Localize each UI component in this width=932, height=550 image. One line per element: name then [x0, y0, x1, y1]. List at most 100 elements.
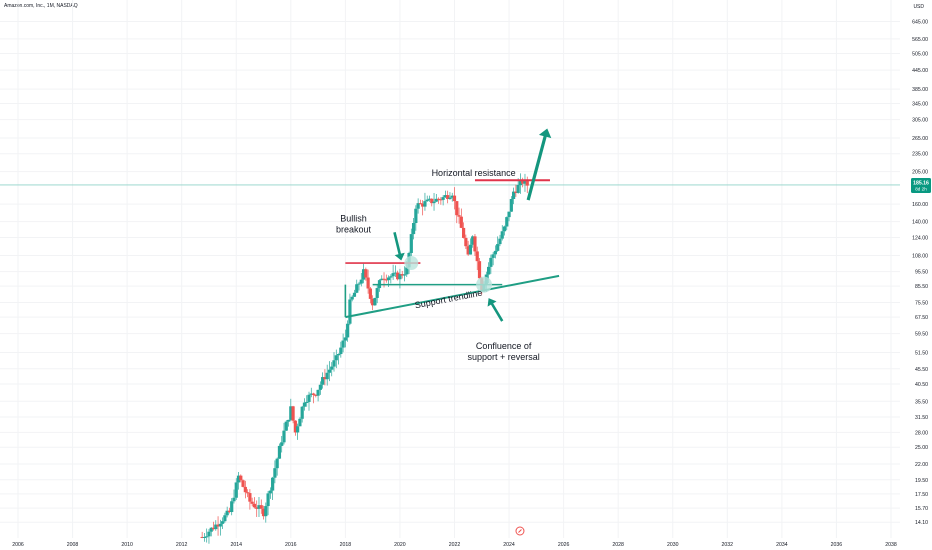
candle-body [434, 198, 438, 202]
candle-body [512, 191, 516, 200]
candle-body [371, 298, 375, 306]
y-axis-tick-label: 15.70 [915, 506, 928, 512]
candle-body [461, 227, 466, 238]
y-axis-tick-label: 31.50 [915, 415, 928, 421]
candle-body [473, 236, 477, 252]
y-axis-tick-label: 140.00 [912, 220, 928, 226]
candle-body [286, 419, 291, 422]
candle-body [468, 244, 473, 255]
candle-body [230, 501, 234, 513]
candle-body [250, 501, 254, 504]
candle-body [218, 523, 222, 527]
x-axis-tick-label: 2034 [776, 542, 788, 548]
candle-body [234, 482, 238, 498]
y-axis-tick-label: 505.00 [912, 52, 928, 58]
x-axis-tick-label: 2022 [449, 542, 461, 548]
x-axis-tick-label: 2030 [667, 542, 679, 548]
candle-body [268, 490, 272, 494]
candle-body [264, 506, 268, 517]
candle-body [302, 402, 307, 407]
y-axis-tick-label: 345.00 [912, 101, 928, 107]
horizontal-resistance-label: Horizontal resistance [432, 168, 516, 178]
candle-body [316, 389, 320, 396]
candle-body [502, 226, 507, 232]
candle-body [443, 195, 448, 198]
y-axis-tick-label: 235.00 [912, 152, 928, 158]
candle-body [446, 195, 450, 200]
candle-body [248, 493, 252, 502]
y-axis-tick-label: 28.00 [915, 430, 928, 436]
bullish-breakout-label: Bullish [340, 214, 367, 224]
candle-body [205, 536, 209, 538]
x-axis-tick-label: 2038 [885, 542, 897, 548]
y-axis-tick-label: 45.50 [915, 367, 928, 373]
candle-body [450, 195, 454, 198]
y-axis-tick-label: 160.00 [912, 202, 928, 208]
candle-body [282, 430, 286, 443]
breakout-arrow[interactable] [393, 231, 405, 261]
candle-body [477, 261, 482, 279]
y-axis-tick-label: 75.50 [915, 300, 928, 306]
candle-body [523, 180, 527, 184]
candle-body [284, 421, 288, 431]
candle-body [411, 223, 416, 235]
event-marker-glyph [518, 529, 522, 533]
candle-body [350, 296, 354, 300]
candle-body [368, 288, 372, 299]
y-axis-tick-label: 40.50 [915, 382, 928, 388]
candle-body [327, 369, 332, 373]
x-axis-tick-label: 2024 [503, 542, 515, 548]
candle-body [448, 197, 452, 200]
x-axis-tick-label: 2018 [340, 542, 352, 548]
candle-body [300, 406, 304, 419]
price-tag-value: 185.16 [913, 180, 929, 186]
candle-body [236, 475, 241, 483]
candle-body [393, 272, 397, 274]
y-axis-tick-label: 265.00 [912, 136, 928, 142]
candle-body [475, 251, 479, 262]
breakout-zone [404, 256, 419, 271]
candle-body [291, 406, 295, 421]
candle-body [261, 508, 266, 517]
candle-body [334, 355, 338, 361]
candle-body [421, 203, 425, 207]
candle-body [457, 215, 461, 217]
price-tag[interactable] [911, 177, 931, 193]
candle-body [489, 257, 493, 267]
y-axis-tick-label: 17.50 [915, 492, 928, 498]
candle-body [223, 515, 227, 522]
candle-body [275, 458, 279, 469]
candle-body [430, 198, 434, 204]
candle-body [252, 503, 257, 508]
y-axis-tick-label: 67.50 [915, 315, 928, 321]
candle-body [498, 238, 502, 245]
candle-body [464, 237, 468, 247]
y-axis-tick-label: 59.50 [915, 332, 928, 338]
upward-target-arrow[interactable] [526, 128, 552, 201]
candle-body [389, 276, 393, 278]
candle-body [364, 269, 368, 278]
candle-body [321, 377, 325, 385]
candle-body [323, 377, 327, 380]
confluence-arrow[interactable] [487, 298, 504, 322]
candle-body [439, 199, 443, 201]
y-axis-tick-label: 124.00 [912, 235, 928, 241]
candle-body [330, 366, 334, 370]
candle-body [459, 216, 463, 228]
currency-label[interactable]: USD [913, 4, 924, 10]
candle-body [491, 254, 495, 258]
support-trendline[interactable] [345, 274, 560, 319]
candle-body [525, 180, 529, 186]
candle-body [214, 524, 218, 530]
candle-body [409, 234, 413, 253]
confluence-label: support + reversal [467, 352, 539, 362]
candle-body [298, 418, 302, 427]
candle-body [202, 536, 207, 538]
candle-body [516, 185, 520, 193]
candle-body [359, 279, 363, 284]
candle-body [232, 497, 236, 502]
support-trendline-label: Support trendline [414, 288, 483, 311]
candle-body [496, 244, 500, 251]
candle-body [366, 277, 370, 289]
